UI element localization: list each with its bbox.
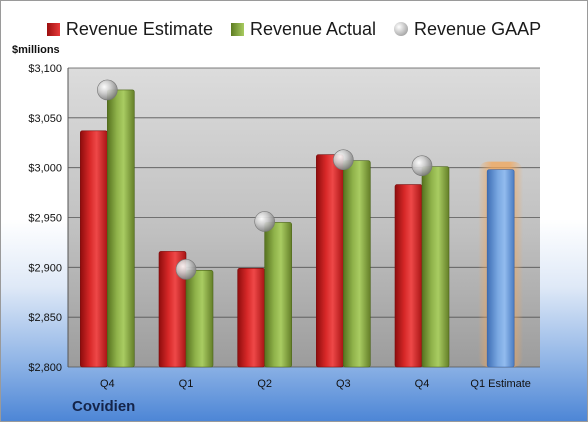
y-tick-label: $3,050 [28,113,62,125]
x-axis: Q4 Q1 Q2 Q3 Q4 Q1 Estimate [100,378,531,390]
estimate-bar [394,184,423,368]
legend-label-estimate: Revenue Estimate [65,18,213,39]
x-tick-label: Q4 [415,378,430,390]
y-axis: $2,800 $2,850 $2,900 $2,950 $3,000 $3,050 $3,1… [28,63,62,374]
actual-bar [264,222,292,368]
estimate-bar [237,268,265,368]
gaap-marker [175,259,197,280]
x-tick-label: Q4 [100,378,115,390]
actual-swatch [230,22,244,36]
y-tick-label: $2,850 [28,312,62,324]
x-tick-label: Q1 Estimate [470,378,531,390]
gaap-marker-icon [394,22,409,36]
y-tick-label: $2,800 [28,362,62,374]
actual-bar [185,270,214,368]
y-tick-label: $3,100 [28,63,62,75]
y-tick-label: $2,950 [28,213,62,225]
forecast-estimate-bar [486,169,515,368]
legend-item-gaap: Revenue GAAP [394,19,541,40]
x-tick-label: Q3 [336,378,351,390]
y-unit-label: $millions [12,44,60,56]
y-tick-label: $3,000 [28,163,62,175]
actual-bar [343,160,371,368]
legend-item-estimate: Revenue Estimate [46,18,213,40]
y-tick-label: $2,900 [28,262,62,274]
estimate-bar [316,154,344,368]
gaap-marker [411,155,433,176]
gaap-markers [97,79,433,280]
actual-bar [421,166,450,368]
chart-legend: Revenue Estimate Revenue Actual Revenue … [0,16,588,42]
actual-bar [107,89,135,368]
estimate-bar [80,130,108,368]
gridlines [67,67,540,368]
gaap-marker [254,211,275,232]
gaap-marker [97,79,118,101]
bars [80,89,524,368]
company-name: Covidien [72,398,136,415]
legend-label-gaap: Revenue GAAP [414,18,542,39]
x-tick-label: Q2 [257,378,272,390]
gaap-marker [333,149,354,170]
x-tick-label: Q1 [179,378,194,390]
legend-label-actual: Revenue Actual [249,18,377,39]
estimate-swatch [46,22,60,36]
legend-item-actual: Revenue Actual [230,18,377,40]
